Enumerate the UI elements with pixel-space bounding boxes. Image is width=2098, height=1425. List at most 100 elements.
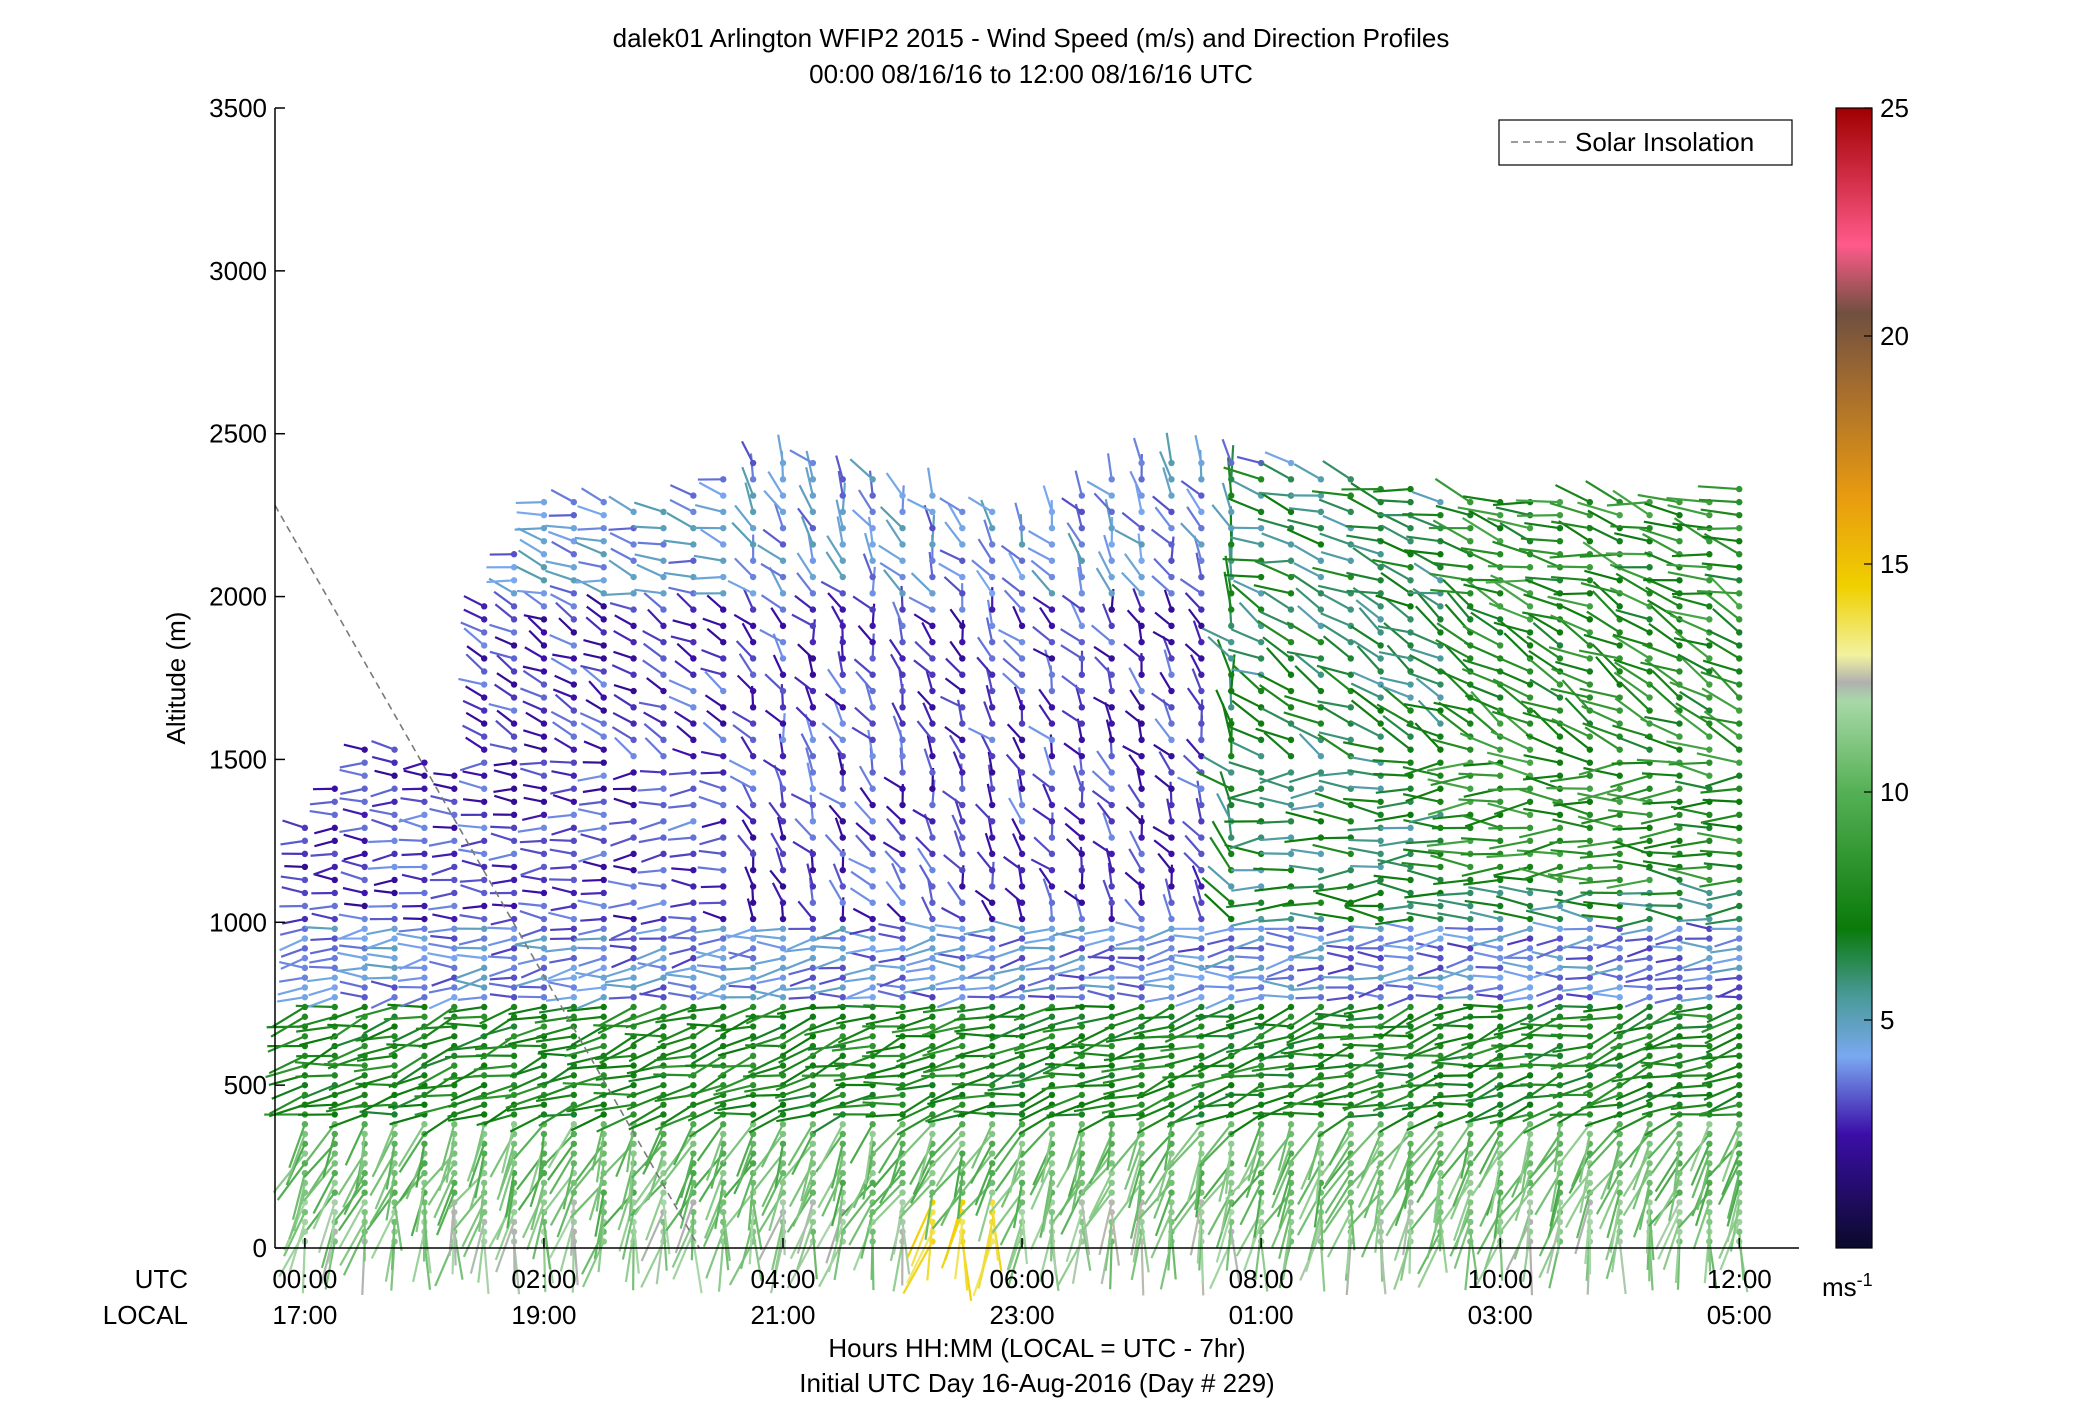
wind-barb-stick <box>668 771 694 776</box>
wind-barb-stick <box>607 880 634 888</box>
wind-barb-dot <box>720 687 727 695</box>
wind-barb-dot <box>1437 984 1444 991</box>
wind-barb-dot <box>451 850 458 858</box>
wind-barb-stick <box>780 1143 814 1183</box>
wind-barb-stick <box>1431 738 1471 751</box>
wind-barb-stick <box>585 616 605 634</box>
wind-barb-stick <box>437 1182 456 1226</box>
wind-barb-dot <box>929 720 936 727</box>
wind-barb-stick <box>403 769 425 777</box>
wind-barb-dot <box>391 876 398 884</box>
wind-barb-stick <box>639 770 664 774</box>
wind-barb-dot <box>1018 1052 1026 1060</box>
wind-barb-dot <box>540 655 548 662</box>
wind-barb-dot <box>899 801 906 809</box>
wind-barb-stick <box>717 1035 754 1050</box>
wind-barb-stick <box>1190 654 1203 676</box>
wind-barb-stick <box>777 434 785 464</box>
wind-barb-stick <box>1463 878 1501 886</box>
wind-barb-stick <box>1360 1211 1382 1258</box>
wind-barb-dot <box>630 883 637 890</box>
wind-barb-dot <box>749 687 757 695</box>
wind-barb-stick <box>458 937 485 946</box>
wind-barb-dot <box>361 994 368 1001</box>
wind-barb-dot <box>809 785 817 792</box>
wind-barb-stick <box>791 1133 814 1176</box>
wind-barb-stick <box>868 1123 904 1159</box>
wind-barb-dot <box>988 1121 996 1128</box>
wind-barb-dot <box>839 834 846 841</box>
wind-barb-dot <box>1078 573 1086 581</box>
wind-barb-dot <box>660 590 667 597</box>
wind-barb-dot <box>1168 541 1175 548</box>
wind-barb-stick <box>314 826 336 835</box>
wind-barb-dot <box>1437 577 1444 584</box>
wind-barb-stick <box>988 1005 1023 1022</box>
wind-barb-stick <box>1231 741 1262 758</box>
wind-barb-stick <box>1075 1004 1112 1009</box>
wind-barb-stick <box>1286 1006 1322 1030</box>
wind-barb-dot <box>869 541 876 548</box>
wind-barb-dot <box>720 1003 727 1011</box>
wind-barb-stick <box>1092 840 1113 855</box>
wind-barb-dot <box>959 508 966 516</box>
wind-barb-stick <box>550 657 575 673</box>
wind-barb-stick <box>655 1231 665 1285</box>
wind-barb-dot <box>1198 925 1205 932</box>
wind-barb-dot <box>301 1130 309 1138</box>
wind-barb-stick <box>340 787 365 796</box>
wind-barb-stick <box>1207 947 1232 959</box>
wind-barb-stick <box>1032 773 1053 790</box>
wind-barb-dot <box>749 974 757 981</box>
wind-barb-stick <box>1011 817 1024 839</box>
wind-barb-dot <box>690 638 697 646</box>
wind-barb-dot <box>540 1003 548 1011</box>
wind-barb-dot <box>899 557 906 564</box>
wind-barb-stick <box>697 866 724 872</box>
wind-barb-stick <box>1322 635 1352 660</box>
wind-barb-stick <box>1478 1133 1502 1175</box>
wind-barb-stick <box>668 559 694 564</box>
wind-barb-stick <box>552 794 575 803</box>
wind-barb-stick <box>698 779 724 790</box>
wind-barb-stick <box>863 1004 903 1009</box>
wind-barb-stick <box>714 1111 754 1116</box>
wind-barb-dot <box>480 837 488 845</box>
wind-barb-dot <box>1347 736 1354 744</box>
wind-barb-stick <box>487 926 515 930</box>
wind-barb-dot <box>1108 1062 1115 1069</box>
wind-barb-stick <box>967 966 993 979</box>
wind-barb-dot <box>749 590 757 597</box>
wind-barb-stick <box>1102 879 1113 904</box>
wind-barb-dot <box>421 984 428 991</box>
wind-barb-stick <box>1503 970 1531 979</box>
wind-barb-dot <box>1078 994 1086 1001</box>
wind-barb-dot <box>1198 655 1205 662</box>
wind-barb-dot <box>988 915 996 923</box>
wind-barb-stick <box>1462 625 1501 647</box>
wind-barb-dot <box>510 629 518 636</box>
wind-barb-stick <box>688 1054 724 1079</box>
wind-barb-dot <box>1198 638 1205 646</box>
wind-barb-dot <box>1437 1150 1444 1157</box>
wind-barb-dot <box>809 974 817 981</box>
wind-barb-stick <box>1061 497 1083 513</box>
wind-barb-dot <box>1526 720 1534 727</box>
wind-barb-stick <box>491 878 515 885</box>
wind-barb-dot <box>1526 707 1534 714</box>
wind-barb-dot <box>1078 508 1086 516</box>
wind-barb-dot <box>1526 1130 1534 1138</box>
wind-barb-dot <box>1257 925 1265 932</box>
wind-barb-dot <box>331 1150 338 1157</box>
wind-barb-dot <box>1048 769 1056 776</box>
wind-barb-stick <box>459 761 485 772</box>
wind-barb-stick <box>1101 1064 1142 1073</box>
wind-barb-stick <box>1344 891 1381 906</box>
wind-barb-dot <box>839 964 846 972</box>
wind-barb-stick <box>797 900 814 920</box>
wind-barb-dot <box>1467 1218 1474 1226</box>
wind-barb-dot <box>1377 785 1384 792</box>
wind-barb-stick <box>542 1172 575 1215</box>
wind-barb-stick <box>578 927 604 936</box>
wind-barb-stick <box>644 737 665 757</box>
